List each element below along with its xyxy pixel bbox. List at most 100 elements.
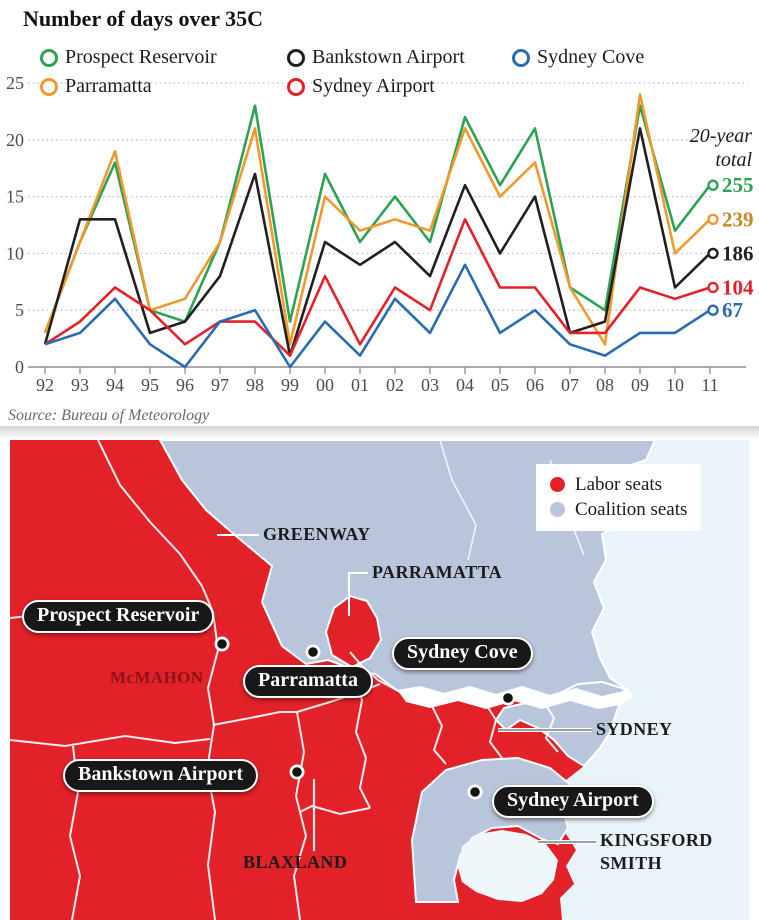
x-tick-label: 02 <box>386 375 404 395</box>
series-line-parramatta <box>43 93 711 346</box>
station-pill-sydney-cove: Sydney Cove <box>392 637 533 670</box>
electorate-map-canvas <box>10 440 749 920</box>
station-dot-sydney-airport <box>467 784 483 800</box>
legend-item-prospect-reservoir: Prospect Reservoir <box>40 46 217 69</box>
station-pill-sydney-airport: Sydney Airport <box>492 785 654 818</box>
station-pill-bankstown-airport: Bankstown Airport <box>63 759 259 792</box>
x-tick-label: 04 <box>456 375 474 395</box>
twenty-year-total-annotation: total <box>715 149 752 171</box>
botany-bay-water <box>458 830 558 902</box>
x-tick-label: 92 <box>36 375 54 395</box>
x-tick-label: 00 <box>316 375 334 395</box>
twenty-year-total-annotation: 20-year <box>690 125 752 147</box>
series-line-prospect-reservoir <box>43 104 712 334</box>
days-over-35c-line-chart: 92 93 94 95 96 97 98 99 00 01 02 03 04 05 06 07 08 09 10 11… <box>6 73 754 395</box>
series-total-parramatta: 239 <box>722 207 754 231</box>
x-tick-label: 11 <box>701 375 718 395</box>
electorate-border <box>212 711 297 726</box>
series-endpoint-parramatta <box>707 213 719 226</box>
labor-seats-dot-icon <box>550 477 565 492</box>
series-line-bankstown-airport <box>43 127 711 357</box>
legend-label: Prospect Reservoir <box>65 46 217 68</box>
series-total-prospect-reservoir: 255 <box>722 173 754 197</box>
legend-ring-blue-icon <box>512 48 530 67</box>
legend-item-parramatta: Parramatta <box>40 75 152 98</box>
chart-title: Number of days over 35C <box>23 6 263 31</box>
electorate-label-greenway: GREENWAY <box>263 524 371 544</box>
map-legend-row-coalition: Coalition seats <box>550 497 687 522</box>
y-tick-label: 15 <box>6 187 24 207</box>
x-tick-label: 07 <box>561 375 579 395</box>
map-legend-row-labor: Labor seats <box>550 472 687 497</box>
x-tick-label: 99 <box>281 375 299 395</box>
electorate-label-sydney: SYDNEY <box>596 719 673 739</box>
coalition-seats-dot-icon <box>550 502 565 517</box>
legend-label: Sydney Airport <box>312 75 435 97</box>
map-top-shadow <box>0 426 759 440</box>
parramatta-pointer-line <box>348 572 368 616</box>
x-tick-label: 10 <box>666 375 684 395</box>
electorate-border <box>292 711 308 920</box>
series-endpoint-sydney-airport <box>707 281 719 294</box>
x-tick-label: 97 <box>211 375 229 395</box>
x-tick-label: 95 <box>141 375 159 395</box>
x-tick-label: 05 <box>491 375 509 395</box>
series-endpoint-sydney-cove <box>707 304 719 316</box>
legend-label: Parramatta <box>65 75 152 97</box>
electorate-border <box>299 804 371 816</box>
electorate-border <box>439 440 477 561</box>
legend-ring-green-icon <box>40 48 58 67</box>
electorate-border <box>481 697 503 759</box>
legend-label: Bankstown Airport <box>312 46 465 68</box>
labor-seat-parramatta <box>324 594 383 669</box>
series-endpoint-bankstown-airport <box>707 247 719 260</box>
legend-ring-orange-icon <box>40 77 58 96</box>
map-legend: Labor seats Coalition seats <box>536 464 702 531</box>
y-tick-label: 25 <box>6 73 24 93</box>
x-tick-label: 98 <box>246 375 264 395</box>
y-tick-label: 5 <box>15 300 24 320</box>
series-total-sydney-airport: 104 <box>722 275 754 299</box>
station-pill-prospect-reservoir: Prospect Reservoir <box>22 600 215 633</box>
x-tick-label: 96 <box>176 375 194 395</box>
sydney-electorate-map: Labor seats Coalition seats GREENWAY PAR… <box>10 440 749 920</box>
map-legend-label: Labor seats <box>575 474 663 495</box>
electorate-label-kingsford-smith: KINGSFORD SMITH <box>600 830 713 873</box>
x-tick-label: 94 <box>106 375 124 395</box>
electorate-label-blaxland: BLAXLAND <box>243 852 348 872</box>
legend-label: Sydney Cove <box>537 46 645 68</box>
electorate-border <box>97 440 214 613</box>
electorate-label-parramatta: PARRAMATTA <box>372 562 502 582</box>
x-tick-label: 09 <box>631 375 649 395</box>
legend-item-sydney-airport: Sydney Airport <box>287 75 435 98</box>
sydney-harbour-water <box>398 687 634 709</box>
x-tick-label: 93 <box>71 375 89 395</box>
series-line-sydney-cove <box>44 263 711 369</box>
legend-item-bankstown-airport: Bankstown Airport <box>287 46 465 69</box>
map-legend-label: Coalition seats <box>575 499 688 520</box>
electorate-border <box>205 611 220 920</box>
y-tick-label: 10 <box>6 243 24 263</box>
legend-ring-black-icon <box>287 48 305 67</box>
x-tick-label: 08 <box>596 375 614 395</box>
station-dot-prospect-reservoir <box>214 636 230 652</box>
x-tick-label: 03 <box>421 375 439 395</box>
electorate-border <box>10 734 211 748</box>
series-line-sydney-airport <box>44 218 711 357</box>
y-tick-label: 0 <box>15 357 24 377</box>
station-dot-parramatta <box>305 644 321 660</box>
series-total-sydney-cove: 67 <box>722 298 743 322</box>
electorate-border <box>429 701 447 765</box>
legend-item-sydney-cove: Sydney Cove <box>512 46 644 69</box>
y-tick-label: 20 <box>6 130 24 150</box>
legend-ring-red-icon <box>287 77 305 96</box>
station-dot-sydney-cove <box>500 690 516 706</box>
series-endpoint-prospect-reservoir <box>707 179 719 191</box>
x-tick-label: 01 <box>351 375 369 395</box>
series-total-bankstown-airport: 186 <box>722 241 754 265</box>
x-tick-label: 06 <box>526 375 544 395</box>
station-dot-bankstown-airport <box>289 764 305 780</box>
station-pill-parramatta: Parramatta <box>243 665 373 698</box>
source-credit: Source: Bureau of Meteorology <box>8 407 210 424</box>
